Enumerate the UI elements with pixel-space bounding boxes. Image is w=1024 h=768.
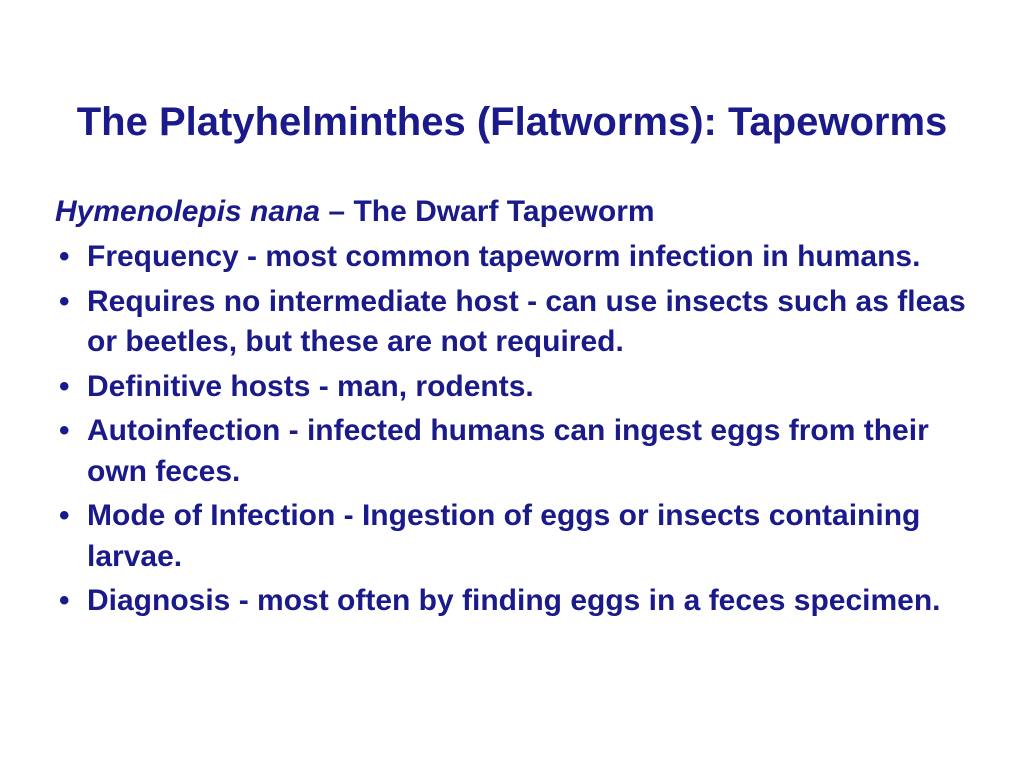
bullet-list: Frequency - most common tapeworm infecti… xyxy=(55,237,969,622)
list-item: Diagnosis - most often by finding eggs i… xyxy=(87,581,969,622)
subtitle-common-name: The Dwarf Tapeworm xyxy=(353,195,654,228)
list-item: Requires no intermediate host - can use … xyxy=(87,282,969,363)
list-item: Definitive hosts - man, rodents. xyxy=(87,367,969,408)
slide-container: The Platyhelminthes (Flatworms): Tapewor… xyxy=(0,0,1024,768)
slide-subtitle: Hymenolepis nana – The Dwarf Tapeworm xyxy=(55,195,969,229)
list-item: Frequency - most common tapeworm infecti… xyxy=(87,237,969,278)
list-item: Mode of Infection - Ingestion of eggs or… xyxy=(87,496,969,577)
slide-title: The Platyhelminthes (Flatworms): Tapewor… xyxy=(0,0,1024,195)
subtitle-separator: – xyxy=(320,195,353,228)
list-item: Autoinfection - infected humans can inge… xyxy=(87,411,969,492)
subtitle-species-name: Hymenolepis nana xyxy=(55,195,320,228)
slide-content: Hymenolepis nana – The Dwarf Tapeworm Fr… xyxy=(0,195,1024,622)
